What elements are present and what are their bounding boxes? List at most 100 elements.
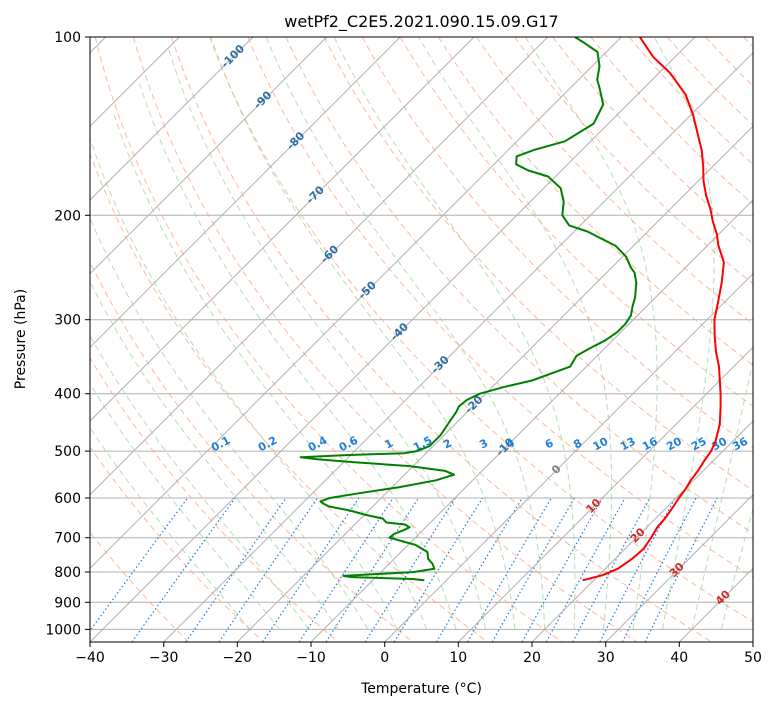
isotherm-label: -30 xyxy=(429,353,452,376)
mixing-ratio-line xyxy=(90,497,189,632)
y-axis-title: Pressure (hPa) xyxy=(13,289,29,389)
dry-adiabat xyxy=(590,37,753,205)
moist-adiabat xyxy=(90,382,280,630)
moist-adiabat xyxy=(653,37,715,630)
dry-adiabat xyxy=(171,37,712,642)
x-axis-title: Temperature (°C) xyxy=(360,681,482,697)
mixing-ratio-label: 10 xyxy=(591,435,611,454)
isotherm-line xyxy=(384,272,753,642)
x-axis: −40 −30 −20 −10 0 10 20 30 40 50 xyxy=(75,642,762,666)
isotherm-line xyxy=(90,37,328,275)
x-tick-label: 10 xyxy=(449,650,467,666)
isotherm-line xyxy=(90,37,475,422)
isotherm-line xyxy=(90,37,254,201)
y-tick-label: 1000 xyxy=(45,622,81,638)
mixing-ratio-label: 30 xyxy=(710,435,730,454)
moist-adiabat xyxy=(90,334,310,630)
isotherm-line xyxy=(531,420,753,642)
x-tick-label: 40 xyxy=(670,650,688,666)
dry-adiabat xyxy=(90,152,488,642)
dry-adiabat xyxy=(476,37,753,325)
mixing-ratio-line xyxy=(644,497,718,642)
moist-adiabat xyxy=(418,37,613,630)
mixing-ratio-lines xyxy=(90,497,718,642)
x-tick-label: −10 xyxy=(296,650,326,666)
moist-adiabat xyxy=(139,83,457,630)
y-tick-label: 800 xyxy=(54,565,81,581)
moist-adiabat xyxy=(720,506,753,630)
mixing-ratio-label: 36 xyxy=(730,435,750,454)
isotherm-line xyxy=(678,567,753,642)
y-tick-label: 400 xyxy=(54,387,81,403)
mixing-ratio-line xyxy=(545,497,626,642)
isotherm-line xyxy=(90,37,622,570)
x-tick-label: 20 xyxy=(523,650,541,666)
x-tick-label: 50 xyxy=(744,650,762,666)
y-tick-label: 900 xyxy=(54,595,81,611)
moist-adiabat xyxy=(333,37,576,630)
y-tick-label: 700 xyxy=(54,531,81,547)
dry-adiabat xyxy=(666,37,753,126)
isotherm-line xyxy=(90,37,696,642)
y-tick-label: 300 xyxy=(54,313,81,329)
isotherm-line xyxy=(457,346,753,642)
isotherm-line xyxy=(90,37,401,349)
mixing-ratio-line xyxy=(262,497,360,642)
mixing-ratio-line xyxy=(621,497,697,642)
dewpoint-profile xyxy=(299,37,638,582)
moist-adiabat xyxy=(90,426,251,630)
moist-adiabat xyxy=(113,114,428,630)
chart-title: wetPf2_C2E5.2021.090.15.09.G17 xyxy=(284,12,558,32)
dry-adiabat xyxy=(437,37,753,366)
dry-adiabat xyxy=(90,260,414,642)
x-tick-label: 0 xyxy=(380,650,389,666)
sounding-series xyxy=(299,37,725,582)
isotherm-line xyxy=(163,51,753,642)
dry-adiabat xyxy=(132,37,638,642)
y-axis: 1000 900 800 700 600 500 400 300 200 100 xyxy=(45,30,90,638)
x-tick-label: 30 xyxy=(597,650,615,666)
mixing-ratio-label: 20 xyxy=(664,435,684,454)
y-tick-label: 100 xyxy=(54,30,81,46)
moist-adiabat xyxy=(90,280,339,630)
isotherm-line xyxy=(752,641,753,642)
isotherm-line xyxy=(605,493,753,642)
mixing-ratio-line xyxy=(572,497,651,642)
moist-adiabat xyxy=(168,49,487,630)
isotherm-label: -60 xyxy=(318,242,341,265)
mixing-ratio-label: 6 xyxy=(543,436,556,451)
moist-adiabat xyxy=(265,37,546,630)
y-tick-label: 500 xyxy=(54,444,81,460)
x-tick-label: −40 xyxy=(75,650,105,666)
isotherms xyxy=(90,37,753,642)
isotherm-label: 0 xyxy=(549,462,564,477)
dry-adiabat xyxy=(247,37,753,578)
mixing-ratio-line xyxy=(599,497,676,642)
isotherm-line xyxy=(90,37,549,496)
dry-adiabat xyxy=(552,37,753,245)
mixing-ratio-label: 13 xyxy=(618,435,638,454)
mixing-ratio-label: 2 xyxy=(441,436,454,451)
plot-area: -100-90-80-70-60-50-40-30-20-10010203040… xyxy=(90,37,753,642)
mixing-ratio-label: 3 xyxy=(477,436,490,451)
isotherm-line xyxy=(310,199,753,642)
moist-adiabat xyxy=(691,358,753,630)
mixing-ratio-line xyxy=(131,497,236,642)
dry-adiabat xyxy=(323,37,753,491)
moist-adiabat xyxy=(210,37,516,630)
moist-adiabat xyxy=(524,37,658,630)
mixing-ratio-line xyxy=(435,497,523,642)
gridlines xyxy=(90,37,753,630)
x-tick-label: −30 xyxy=(149,650,179,666)
dry-adiabat xyxy=(209,37,753,623)
dry-adiabat xyxy=(399,37,753,407)
dry-adiabat xyxy=(285,37,753,534)
dry-adiabat xyxy=(94,37,563,642)
temperature-profile xyxy=(582,37,725,582)
dry-adiabat xyxy=(743,37,753,48)
x-tick-label: −20 xyxy=(223,650,253,666)
plot-frame xyxy=(89,36,754,643)
moist-adiabat xyxy=(90,136,398,630)
mixing-ratio-label: 25 xyxy=(689,435,709,454)
